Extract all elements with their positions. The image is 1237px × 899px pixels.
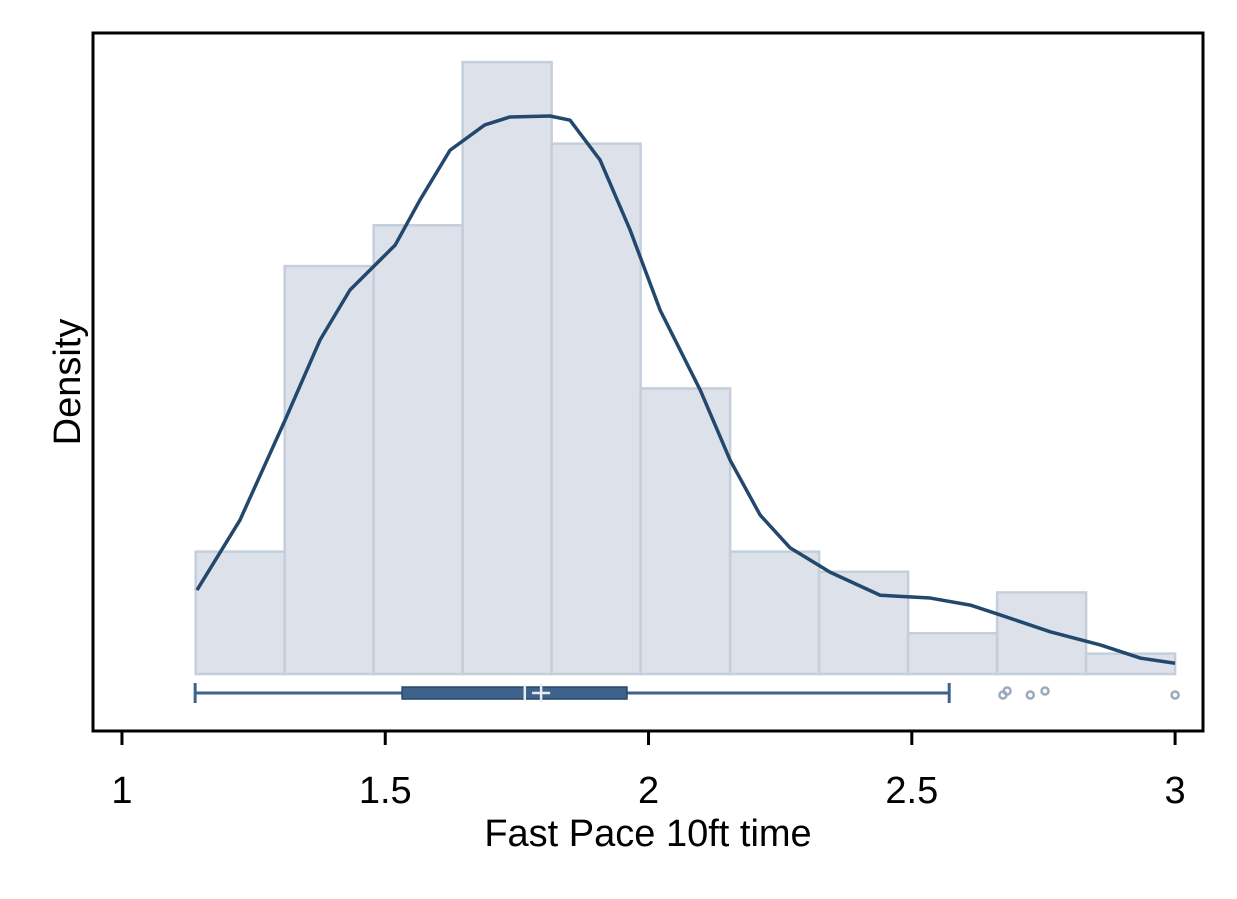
histogram-bar: [817, 570, 910, 676]
histogram-bar: [372, 224, 464, 676]
x-axis-label: Fast Pace 10ft time: [484, 813, 811, 855]
y-axis-label: Density: [47, 319, 89, 446]
histogram-bar: [906, 631, 999, 676]
x-tick-label: 2.5: [885, 770, 938, 812]
histogram-bar: [728, 550, 821, 676]
x-tick-label: 2: [638, 770, 659, 812]
outlier: [1040, 686, 1050, 696]
outlier: [1025, 690, 1036, 700]
x-tick-label: 3: [1165, 770, 1186, 812]
histogram-bar: [550, 142, 642, 676]
mean-marker: [532, 684, 551, 703]
histogram-bar: [283, 264, 375, 676]
outlier: [1002, 686, 1012, 696]
histogram-bar: [194, 550, 286, 676]
outlier: [1170, 690, 1180, 700]
box: [401, 686, 628, 700]
density-curve: [195, 114, 1176, 665]
histogram-bar: [461, 60, 553, 676]
histogram-bar: [639, 387, 732, 676]
histogram-bar: [995, 591, 1088, 676]
x-tick-label: 1.5: [359, 770, 412, 812]
x-tick-label: 1: [111, 770, 132, 812]
